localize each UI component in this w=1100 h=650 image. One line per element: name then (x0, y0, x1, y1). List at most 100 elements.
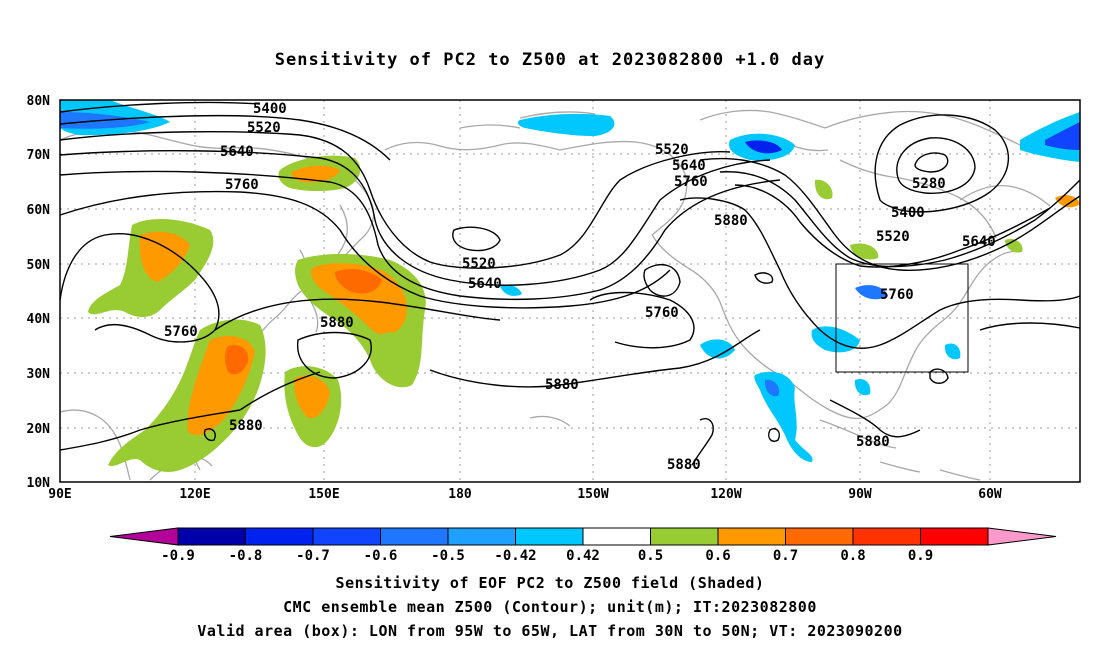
lon-label: 150W (577, 487, 608, 502)
map-frame (59, 99, 1081, 483)
contour-line (452, 226, 501, 252)
contour-label: 5640 (672, 158, 706, 174)
contour-line (896, 137, 976, 194)
contour-line (829, 399, 921, 438)
colorbar-label: 0.42 (566, 548, 600, 564)
lon-label: 60W (978, 487, 1002, 502)
valid-area-box (835, 263, 969, 373)
shade-blob (291, 165, 340, 183)
contour-label: 5520 (876, 229, 910, 245)
shade-blob (814, 179, 833, 200)
contour-label: 5880 (714, 213, 748, 229)
colorbar-label: 0.8 (840, 548, 865, 564)
contour-label: 5880 (667, 457, 701, 473)
contour-line (589, 291, 695, 349)
contour-line (59, 101, 261, 113)
contour-label: 5880 (229, 418, 263, 434)
colorbar-label: -0.9 (161, 548, 195, 564)
colorbar-cell (245, 527, 314, 546)
contour-line (59, 114, 391, 161)
shade-blob (944, 343, 961, 360)
contour-label: 5880 (545, 377, 579, 393)
contour-line (643, 263, 681, 297)
shade-blob (1020, 112, 1080, 162)
colorbar-cell (447, 527, 516, 546)
colorbar-cell (987, 527, 1057, 546)
shade-blob (225, 344, 249, 375)
colorbar-label: 0.9 (908, 548, 933, 564)
colorbar-label: -0.42 (494, 548, 536, 564)
contour-line (203, 428, 216, 442)
lon-label: 150E (308, 487, 339, 502)
contour-line (214, 298, 501, 331)
contour-line (734, 184, 1051, 268)
colorbar-label: -0.7 (296, 548, 330, 564)
shade-blob (855, 285, 888, 300)
contour-line (429, 329, 761, 388)
contour-line (59, 131, 731, 269)
shade-blob (378, 332, 418, 369)
contour-label: 5400 (253, 101, 287, 117)
lat-label: 50N (27, 258, 51, 273)
contour-label: 5520 (655, 142, 689, 158)
colorbar-label: -0.8 (229, 548, 263, 564)
contour-label: 5760 (880, 287, 914, 303)
shade-blob (854, 378, 871, 396)
contour-line (914, 152, 949, 173)
contour-line (699, 157, 1081, 271)
lat-label: 10N (27, 476, 51, 491)
contour-line (59, 190, 671, 309)
contour-line (691, 418, 714, 466)
caption-line-3: Valid area (box): LON from 95W to 65W, L… (197, 622, 903, 640)
contour-label: 5520 (247, 120, 281, 136)
z500-contours (59, 101, 1081, 466)
lat-label: 20N (27, 422, 51, 437)
lat-label: 30N (27, 367, 51, 382)
contour-line (719, 171, 1081, 268)
lat-label: 60N (27, 203, 51, 218)
colorbar-cell (312, 527, 381, 546)
colorbar-label: -0.6 (364, 548, 398, 564)
contour-line (768, 428, 780, 442)
lat-label: 40N (27, 312, 51, 327)
contour-label: 5760 (674, 174, 708, 190)
caption-line-1: Sensitivity of EOF PC2 to Z500 field (Sh… (335, 574, 765, 592)
negative-shading (60, 100, 1080, 462)
shade-blob (311, 263, 408, 336)
lon-label: 120E (179, 487, 210, 502)
longitude-labels: 90E 120E 150E 180 150W 120W 90W 60W (48, 487, 1002, 502)
shade-blob (335, 269, 382, 294)
colorbar-cell (920, 527, 989, 546)
shade-blob (139, 231, 190, 282)
contour-label: 5760 (164, 324, 198, 340)
contour-label: 5880 (320, 315, 354, 331)
contour-label: 5640 (220, 144, 254, 160)
contour-line (679, 197, 1081, 349)
contour-line (59, 170, 781, 301)
lat-label: 70N (27, 148, 51, 163)
lon-label: 180 (448, 487, 472, 502)
caption-line-2: CMC ensemble mean Z500 (Contour); unit(m… (283, 598, 817, 616)
contour-line (297, 331, 372, 379)
colorbar-cell (177, 527, 246, 546)
colorbar-label: 0.6 (705, 548, 730, 564)
contour-line (59, 233, 220, 343)
shade-blob (1045, 122, 1080, 150)
shade-blob (517, 113, 615, 136)
contour-line (979, 322, 1081, 331)
shade-blob (1005, 238, 1023, 253)
colorbar-cell (515, 527, 584, 546)
contour-line (59, 150, 771, 286)
shade-blob (500, 284, 522, 296)
colorbar-cell (650, 527, 719, 546)
contour-label: 5760 (225, 177, 259, 193)
colorbar-label: 0.7 (773, 548, 798, 564)
contour-label: 5760 (645, 305, 679, 321)
colorbar-cell (582, 527, 651, 546)
contour-label: 5400 (891, 205, 925, 221)
shade-blob (754, 371, 813, 462)
colorbar-cell (717, 527, 786, 546)
contour-line (239, 371, 321, 411)
contour-label: 5640 (962, 234, 996, 250)
